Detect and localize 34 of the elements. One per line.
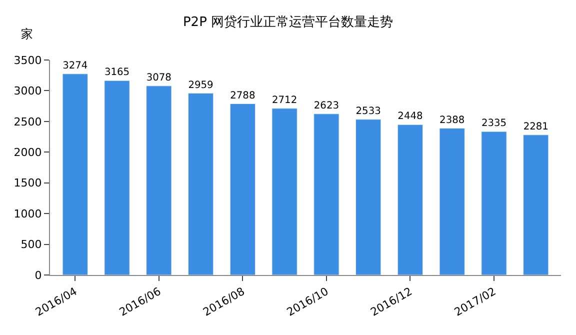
bar	[188, 92, 214, 275]
y-tick-label: 2500	[14, 115, 42, 128]
y-tick-label: 500	[20, 238, 42, 252]
bar	[146, 86, 172, 275]
data-label: 2281	[523, 121, 548, 132]
y-tick-label: 2000	[14, 146, 42, 159]
bar	[272, 108, 298, 275]
bar	[439, 128, 465, 275]
bar	[356, 119, 382, 275]
data-label: 2448	[398, 111, 423, 122]
y-tick-label: 3500	[14, 54, 42, 67]
y-axis-title: 家	[21, 27, 33, 41]
y-tick-label: 1000	[14, 207, 42, 220]
bar	[230, 103, 256, 275]
data-label: 2388	[440, 114, 465, 126]
data-label: 2335	[481, 118, 507, 130]
y-tick-label: 3000	[14, 84, 42, 98]
data-label: 3165	[104, 67, 130, 78]
bar	[481, 131, 507, 275]
data-label: 2533	[356, 106, 381, 117]
bar	[104, 80, 130, 275]
bar	[62, 74, 88, 275]
y-tick-label: 0	[34, 268, 42, 282]
bar	[314, 114, 340, 275]
data-label: 2788	[230, 90, 256, 102]
data-label: 2712	[272, 94, 298, 106]
bar	[397, 124, 424, 275]
y-tick-label: 1500	[14, 176, 42, 190]
data-label: 2623	[314, 100, 339, 112]
bar	[523, 134, 549, 275]
data-label: 3274	[62, 60, 88, 72]
chart-title: P2P 网贷行业正常运营平台数量走势	[182, 14, 394, 30]
data-label: 3078	[146, 72, 172, 84]
data-label: 2959	[188, 80, 214, 91]
